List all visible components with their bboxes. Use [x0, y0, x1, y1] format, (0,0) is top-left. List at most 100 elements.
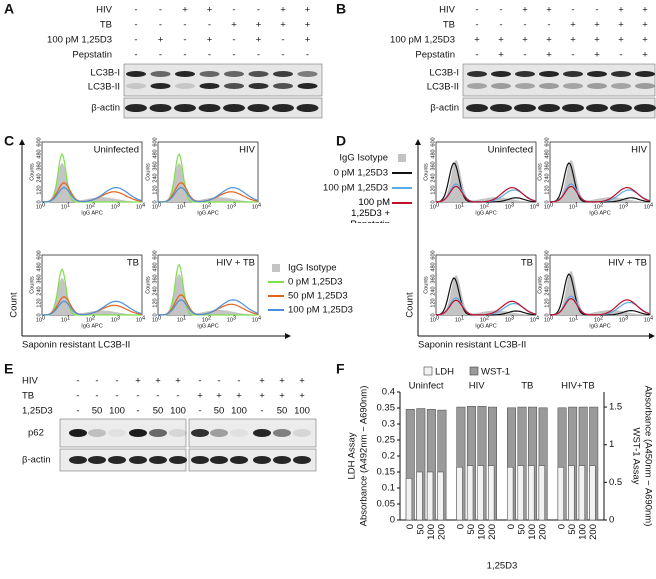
- band: [253, 429, 271, 437]
- x-tick-label: 100: [426, 524, 437, 540]
- band: [169, 429, 187, 437]
- y-tick-label: 360: [430, 274, 436, 283]
- condition-sign: +: [498, 35, 504, 46]
- condition-sign: +: [155, 376, 161, 387]
- y2-tick-label: 0.5: [609, 477, 622, 488]
- x-tick-base: 10: [227, 317, 233, 323]
- panel-letter: F: [336, 361, 345, 377]
- band: [611, 83, 631, 89]
- band: [635, 83, 655, 89]
- y-tick-label: 0.1: [382, 483, 395, 494]
- band: [634, 104, 656, 112]
- condition-sign: +: [279, 391, 285, 402]
- condition-sign: +: [618, 20, 624, 31]
- band: [514, 104, 536, 112]
- histogram-line: [42, 152, 142, 203]
- band: [562, 104, 584, 112]
- x-tick-label: 0: [506, 524, 517, 529]
- panel-letter: D: [336, 133, 346, 149]
- y-tick-label: 120: [152, 185, 158, 194]
- x-tick-base: 10: [136, 204, 142, 210]
- band: [230, 429, 248, 437]
- x-tick-exp: 1: [461, 202, 464, 208]
- row-label: 100 pM 1,25D3: [390, 35, 455, 46]
- band: [108, 456, 126, 464]
- condition-sign: -: [159, 50, 162, 61]
- panel-letter: E: [4, 361, 13, 377]
- y-tick-label: 600: [152, 250, 158, 259]
- histogram-line: [158, 186, 259, 203]
- histogram-line: [549, 185, 651, 203]
- condition-sign: +: [570, 20, 576, 31]
- x-tick-base: 10: [594, 204, 600, 210]
- histogram-title: HIV: [631, 145, 648, 156]
- condition-sign: -: [232, 5, 235, 16]
- y-tick-label: 120: [152, 298, 158, 307]
- band: [467, 71, 487, 77]
- x-tick-exp: 4: [536, 202, 539, 208]
- histogram-line: [42, 268, 142, 316]
- x-tick-base: 10: [111, 317, 117, 323]
- y-tick-label: 0.2: [382, 451, 395, 462]
- x-tick-exp: 2: [208, 315, 211, 321]
- y-tick-label: 120: [544, 298, 550, 307]
- histogram-title: TB: [127, 258, 139, 269]
- y-tick-label: 0: [36, 313, 42, 316]
- x-tick-exp: 1: [67, 202, 70, 208]
- y-tick-label: 120: [36, 298, 42, 307]
- blot-label: β-actin: [22, 455, 51, 466]
- condition-sign: -: [198, 376, 201, 387]
- legend-label-box: 100 pM 1,25D3 + Pepstatin: [350, 197, 390, 223]
- histogram-fill: [550, 270, 650, 315]
- condition-sign: +: [642, 5, 648, 16]
- histogram-line: [158, 152, 258, 203]
- x-tick-base: 10: [544, 317, 550, 323]
- y-axis-label: Counts: [537, 276, 543, 294]
- condition-sign: +: [280, 5, 286, 16]
- band: [297, 83, 318, 89]
- blot-label: β-actin: [430, 103, 459, 114]
- band: [273, 71, 293, 77]
- condition-sign: -: [619, 50, 622, 61]
- row-label: Pepstatin: [415, 50, 455, 61]
- x-tick-base: 10: [619, 317, 625, 323]
- condition-sign: +: [216, 391, 222, 402]
- x-tick-base: 10: [530, 317, 536, 323]
- y-tick-label: 0.3: [382, 419, 395, 430]
- y-tick-label: 0.4: [382, 387, 395, 398]
- condition-sign: +: [259, 376, 265, 387]
- condition-sign: -: [159, 5, 162, 16]
- condition-sign: +: [256, 35, 262, 46]
- y2-tick-label: 1: [609, 439, 614, 450]
- condition-sign: -: [115, 376, 118, 387]
- y-tick-label: 480: [36, 149, 42, 158]
- x-tick-label: 50: [567, 524, 578, 535]
- y-axis-label: Counts: [29, 163, 35, 181]
- histogram-fill: [158, 274, 258, 315]
- y-tick-label: 0: [390, 515, 395, 526]
- condition-sign: 100: [170, 406, 186, 417]
- x-tick-base: 10: [480, 317, 486, 323]
- y-tick-label: 600: [544, 137, 550, 146]
- x-tick-exp: 1: [183, 315, 186, 321]
- x-tick-exp: 2: [92, 202, 95, 208]
- condition-sign: +: [182, 5, 188, 16]
- condition-sign: -: [571, 50, 574, 61]
- y-tick-label: 0: [36, 200, 42, 203]
- band: [538, 104, 560, 112]
- y-tick-label: 360: [544, 274, 550, 283]
- x-tick-base: 10: [252, 204, 258, 210]
- x-tick-base: 10: [430, 204, 436, 210]
- condition-sign: -: [232, 50, 235, 61]
- band: [108, 429, 126, 437]
- row-label: TB: [22, 391, 34, 402]
- condition-sign: +: [642, 50, 648, 61]
- band: [515, 71, 535, 77]
- condition-sign: -: [95, 376, 98, 387]
- x-tick-exp: 3: [625, 202, 628, 208]
- band: [199, 71, 220, 77]
- band: [490, 104, 512, 112]
- condition-sign: -: [237, 376, 240, 387]
- x-tick-base: 10: [644, 317, 650, 323]
- band: [248, 71, 269, 77]
